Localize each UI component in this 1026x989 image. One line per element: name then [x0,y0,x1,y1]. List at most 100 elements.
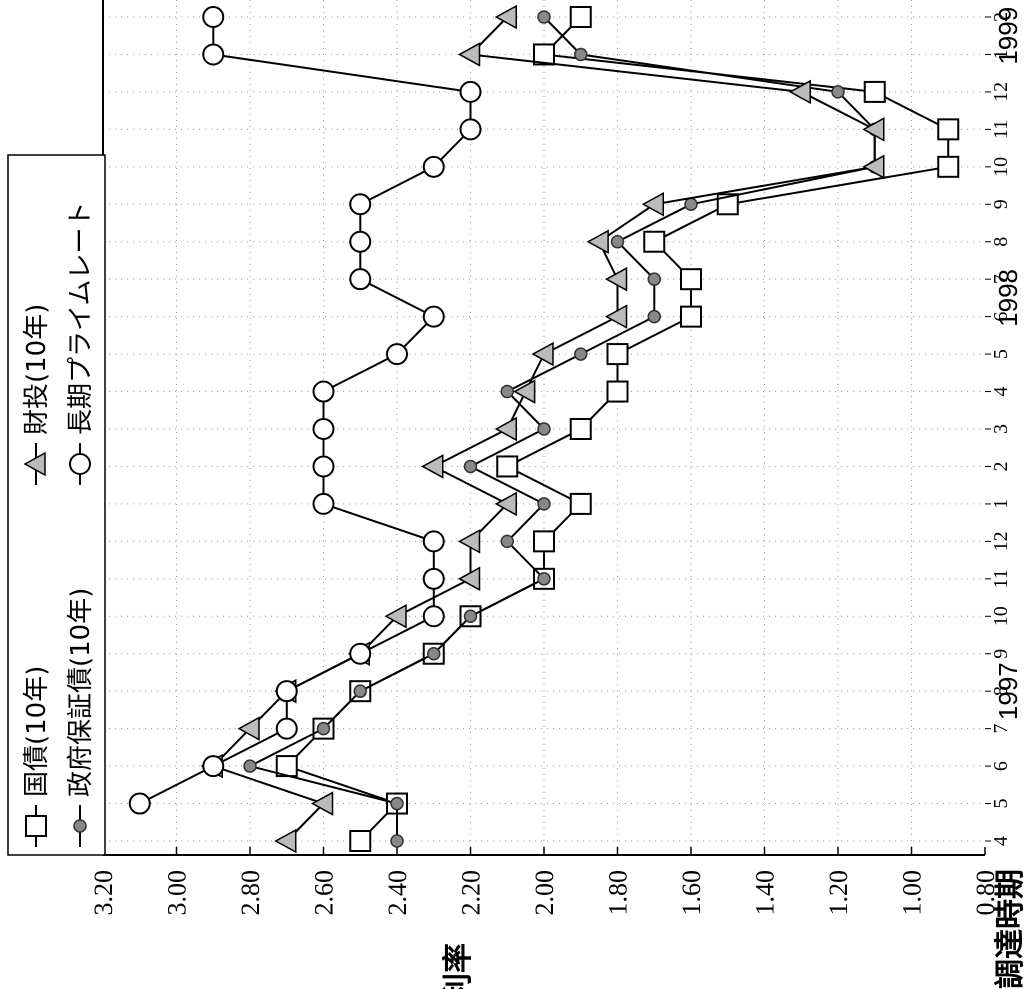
category-tick-label: 9 [990,649,1012,659]
value-tick-label: 3.20 [89,870,118,916]
data-point [569,418,592,440]
data-point [427,646,441,661]
category-tick-label: 6 [990,312,1012,322]
data-point [422,567,445,590]
category-tick-label: 11 [990,569,1012,588]
legend-marker [23,451,46,477]
data-point [202,43,225,66]
data-point [500,384,514,399]
data-point [422,605,445,628]
legend-label: 政府保証債(10年) [66,588,96,797]
data-point [243,759,257,773]
data-point [610,234,625,249]
data-point [384,604,407,629]
category-tick-label: 4 [990,387,1012,397]
data-point [641,192,664,217]
data-point [604,304,628,329]
data-point [494,491,517,517]
value-tick-label: 2.40 [383,870,412,916]
data-point [537,422,551,436]
data-point [459,80,482,103]
data-point [862,117,885,142]
category-tick-label: 7 [990,724,1012,734]
data-point [716,193,739,216]
data-point [312,492,335,515]
data-point [275,680,298,703]
data-point [863,80,886,103]
legend: 国債(10年) 財投(10年) 政府保証債(10年) 長期プライムレート [7,154,106,856]
data-point [643,230,666,253]
value-tick-label: 3.00 [163,870,192,916]
legend-marker [25,815,47,837]
data-point [533,43,555,66]
data-point [574,47,588,62]
data-point [680,305,702,328]
data-point [533,530,555,553]
data-point [312,455,335,478]
legend-label: 財投(10年) [22,304,52,435]
data-point [937,155,960,178]
data-point [349,268,372,291]
category-tick-label: 5 [990,349,1012,359]
data-point [647,309,661,324]
data-point [684,197,698,212]
legend-item: 国債(10年) [22,666,52,847]
value-axis-title: 利率 [441,943,476,989]
category-tick-label: 2 [990,461,1012,471]
category-tick-label: 11 [990,120,1012,139]
year-label: 1997 [993,662,1023,720]
data-point [574,347,588,361]
data-point [494,416,517,442]
data-point [275,717,298,740]
category-tick-label: 12 [990,531,1012,551]
value-tick-label: 2.60 [310,870,339,916]
series-layer [128,4,960,854]
year-label: 1999 [993,7,1023,65]
data-point [349,230,372,253]
data-point [862,154,885,180]
value-tick-label: 1.60 [677,870,706,916]
value-tick-label: 2.80 [236,870,265,916]
series-line [284,16,950,842]
data-point [128,792,151,815]
value-tick-label: 1.40 [751,870,780,916]
data-point [316,721,331,736]
data-point [349,830,372,852]
data-point [310,791,334,816]
data-point [586,229,609,254]
data-point [537,10,551,24]
data-point [457,42,481,67]
legend-item: 財投(10年) [22,304,52,485]
legend-label: 国債(10年) [22,666,52,797]
category-tick-label: 10 [990,606,1012,626]
data-point [496,455,519,478]
category-tick-label: 3 [990,424,1012,434]
value-tick-label: 1.80 [604,870,633,916]
data-point [386,343,408,366]
data-point [422,305,445,328]
series-3 [128,6,482,815]
series-line [139,17,472,805]
category-tick-label: 7 [990,274,1012,284]
data-point [494,4,517,30]
value-tick-label: 2.00 [530,870,559,916]
legend-marker [69,453,91,475]
series-0 [275,6,960,852]
data-point [569,492,592,515]
data-point [513,379,536,404]
data-point [274,828,297,854]
data-point [390,834,404,848]
data-point [390,796,404,811]
data-point [606,343,629,366]
data-point [312,418,335,440]
data-point [457,566,481,592]
data-point [606,380,629,403]
data-point [202,6,225,28]
data-point [531,341,554,367]
data-point [421,454,444,479]
data-point [937,118,960,141]
data-point [500,534,514,549]
series-1 [243,10,882,848]
